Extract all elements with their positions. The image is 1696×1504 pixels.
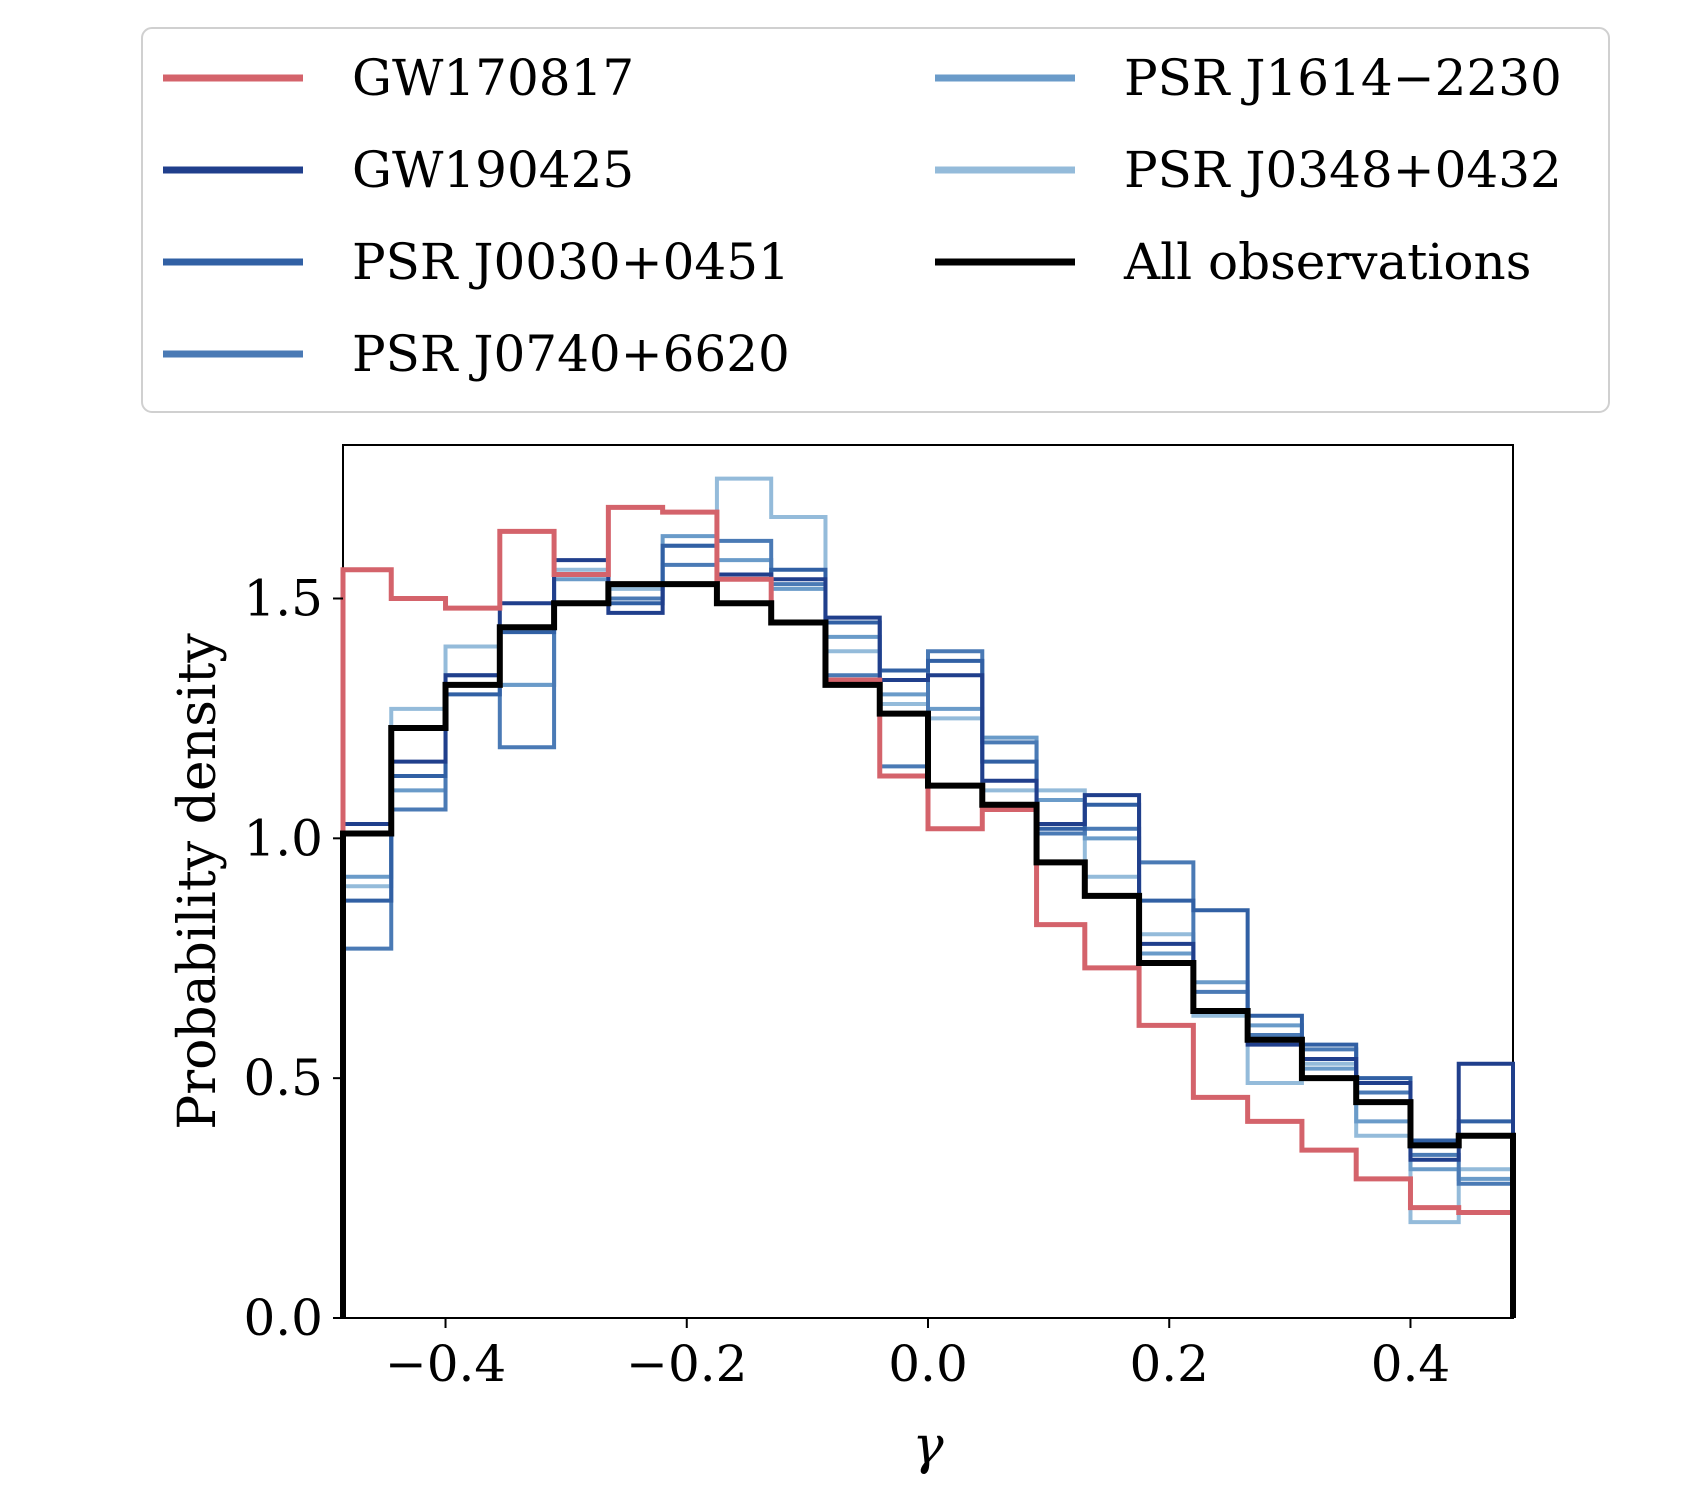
series-gw190425 bbox=[341, 558, 1515, 1318]
series-psr-j0740-6620 bbox=[341, 538, 1515, 1318]
legend-label: PSR J0030+0451 bbox=[352, 233, 790, 291]
y-tick-label: 1.5 bbox=[243, 569, 323, 627]
plot-frame bbox=[342, 444, 1514, 1319]
legend-label: PSR J0740+6620 bbox=[352, 325, 790, 383]
y-axis: 0.0 0.5 1.0 1.5 bbox=[243, 569, 343, 1347]
x-tick-label: 0.4 bbox=[1371, 1335, 1451, 1393]
y-tick-label: 0.0 bbox=[243, 1289, 323, 1347]
y-axis-label: Probability density bbox=[168, 633, 228, 1130]
legend-box bbox=[141, 27, 1610, 413]
x-tick-label: −0.4 bbox=[385, 1335, 506, 1393]
legend-label: PSR J1614−2230 bbox=[1124, 49, 1562, 107]
legend-item: PSR J0348+0432 bbox=[935, 141, 1562, 199]
legend-label: All observations bbox=[1123, 233, 1531, 291]
plot-area: −0.4 −0.2 0.0 0.2 0.4 0.0 0.5 1.0 1.5 bbox=[243, 444, 1516, 1393]
y-tick-label: 1.0 bbox=[243, 809, 323, 867]
series-gw170817 bbox=[340, 504, 1516, 1318]
legend-item: PSR J0740+6620 bbox=[163, 325, 790, 383]
legend-label: GW170817 bbox=[352, 49, 634, 107]
legend-item: GW190425 bbox=[163, 141, 634, 199]
x-tick-label: 0.0 bbox=[888, 1335, 968, 1393]
legend-item: PSR J0030+0451 bbox=[163, 233, 790, 291]
legend-label: GW190425 bbox=[352, 141, 634, 199]
series-psr-j0030-0451 bbox=[341, 543, 1515, 1318]
x-axis-label: γ bbox=[912, 1416, 944, 1476]
legend-item: GW170817 bbox=[163, 49, 634, 107]
legend-label: PSR J0348+0432 bbox=[1124, 141, 1562, 199]
x-axis: −0.4 −0.2 0.0 0.2 0.4 bbox=[385, 1318, 1450, 1393]
y-tick-label: 0.5 bbox=[243, 1049, 323, 1107]
series-all-observations bbox=[340, 581, 1516, 1318]
legend-item: All observations bbox=[935, 233, 1531, 291]
legend-item: PSR J1614−2230 bbox=[935, 49, 1562, 107]
series-layer bbox=[340, 476, 1516, 1318]
x-tick-label: −0.2 bbox=[626, 1335, 747, 1393]
x-tick-label: 0.2 bbox=[1129, 1335, 1209, 1393]
legend: GW170817 GW190425 PSR J0030+0451 PSR J0740+… bbox=[141, 27, 1610, 413]
